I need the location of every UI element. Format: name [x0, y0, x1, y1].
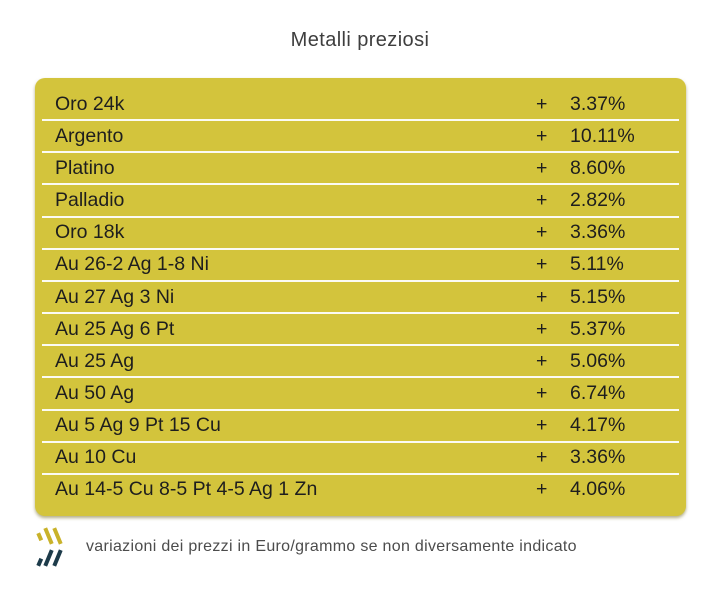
footnote-text: variazioni dei prezzi in Euro/grammo se …: [86, 538, 577, 555]
change-sign: +: [536, 285, 548, 308]
change-sign: +: [536, 381, 548, 404]
table-row: Au 27 Ag 3 Ni + 5.15%: [42, 282, 679, 315]
price-table: Oro 24k + 3.37% Argento + 10.11% Platino…: [35, 78, 686, 516]
change-percent: 8.60%: [570, 156, 626, 179]
table-row: Argento + 10.11%: [42, 121, 679, 154]
metal-name: Oro 24k: [55, 92, 125, 115]
change-sign: +: [536, 253, 548, 276]
change-sign: +: [536, 446, 548, 469]
table-row: Au 25 Ag + 5.06%: [42, 346, 679, 379]
change-percent: 10.11%: [570, 124, 635, 147]
metal-name: Oro 18k: [55, 221, 125, 244]
change-percent: 3.36%: [570, 446, 626, 469]
change-percent: 5.15%: [570, 285, 626, 308]
change-sign: +: [536, 189, 548, 212]
metal-name: Au 25 Ag: [55, 349, 135, 372]
metal-name: Palladio: [55, 189, 125, 212]
change-percent: 2.82%: [570, 189, 626, 212]
metal-name: Au 25 Ag 6 Pt: [55, 317, 175, 340]
table-row: Au 26-2 Ag 1-8 Ni + 5.11%: [42, 250, 679, 282]
change-sign: +: [536, 478, 548, 501]
change-sign: +: [536, 124, 548, 147]
table-row: Au 5 Ag 9 Pt 15 Cu + 4.17%: [42, 411, 679, 443]
change-percent: 5.37%: [570, 317, 626, 340]
metal-name: Au 5 Ag 9 Pt 15 Cu: [55, 414, 221, 437]
footnote: variazioni dei prezzi in Euro/grammo se …: [36, 527, 696, 567]
table-row: Au 50 Ag + 6.74%: [42, 378, 679, 411]
table-row: Au 14-5 Cu 8-5 Pt 4-5 Ag 1 Zn + 4.06%: [42, 475, 679, 505]
change-percent: 5.11%: [570, 253, 624, 276]
metal-name: Au 27 Ag 3 Ni: [55, 285, 175, 308]
change-sign: +: [536, 221, 548, 244]
metal-name: Au 50 Ag: [55, 381, 135, 404]
change-percent: 5.06%: [570, 349, 626, 372]
change-percent: 3.36%: [570, 221, 626, 244]
table-row: Oro 24k + 3.37%: [42, 89, 679, 122]
change-percent: 4.17%: [570, 414, 626, 437]
metal-name: Au 26-2 Ag 1-8 Ni: [55, 253, 209, 276]
change-percent: 6.74%: [570, 381, 626, 404]
metal-name: Argento: [55, 124, 124, 147]
metal-name: Au 14-5 Cu 8-5 Pt 4-5 Ag 1 Zn: [55, 478, 318, 501]
change-percent: 4.06%: [570, 478, 626, 501]
table-row: Au 25 Ag 6 Pt + 5.37%: [42, 314, 679, 347]
metal-name: Au 10 Cu: [55, 446, 137, 469]
table-row: Au 10 Cu + 3.36%: [42, 443, 679, 475]
table-row: Palladio + 2.82%: [42, 185, 679, 218]
zigzag-logo-icon: [36, 527, 63, 567]
change-sign: +: [536, 156, 548, 179]
change-percent: 3.37%: [570, 92, 626, 115]
change-sign: +: [536, 317, 548, 340]
table-row: Platino + 8.60%: [42, 153, 679, 186]
change-sign: +: [536, 414, 548, 437]
table-row: Oro 18k + 3.36%: [42, 218, 679, 250]
change-sign: +: [536, 92, 548, 115]
change-sign: +: [536, 349, 548, 372]
metal-name: Platino: [55, 156, 115, 179]
page-title: Metalli preziosi: [290, 29, 430, 51]
